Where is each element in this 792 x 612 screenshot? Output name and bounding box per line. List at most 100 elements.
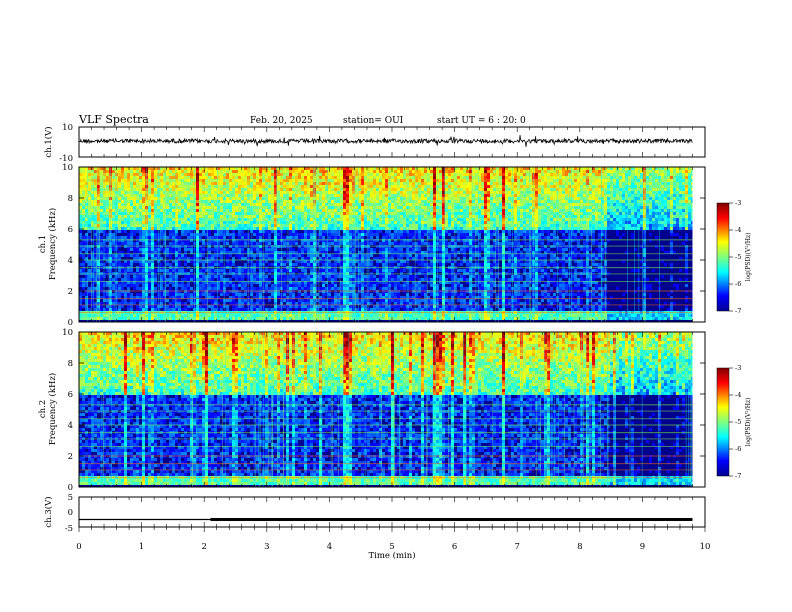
spectrogram-cell xyxy=(82,299,85,302)
spectrogram-cell xyxy=(355,284,358,287)
spectrogram-cell xyxy=(229,281,232,284)
spectrogram-cell xyxy=(253,245,256,248)
spectrogram-cell xyxy=(94,194,97,197)
spectrogram-cell xyxy=(247,308,250,311)
spectrogram-cell xyxy=(256,299,259,302)
spectrogram-cell xyxy=(112,305,115,308)
spectrogram-cell xyxy=(97,197,100,200)
spectrogram-cell xyxy=(106,197,109,200)
spectrogram-cell xyxy=(343,170,346,173)
spectrogram-cell xyxy=(178,245,181,248)
spectrogram-cell xyxy=(358,167,361,170)
spectrogram-cell xyxy=(373,305,376,308)
spectrogram-cell xyxy=(310,278,313,281)
spectrogram-cell xyxy=(253,248,256,251)
spectrogram-cell xyxy=(274,230,277,233)
spectrogram-cell xyxy=(139,317,142,320)
spectrogram-cell xyxy=(370,182,373,185)
spectrogram-cell xyxy=(172,215,175,218)
spectrogram-cell xyxy=(331,170,334,173)
spectrogram-cell xyxy=(289,203,292,206)
spectrogram-cell xyxy=(322,176,325,179)
spectrogram-cell xyxy=(88,197,91,200)
spectrogram-cell xyxy=(394,245,397,248)
spectrogram-cell xyxy=(196,287,199,290)
spectrogram-cell xyxy=(172,206,175,209)
spectrogram-cell xyxy=(340,308,343,311)
spectrogram-cell xyxy=(337,251,340,254)
spectrogram-cell xyxy=(190,269,193,272)
spectrogram-cell xyxy=(94,269,97,272)
spectrogram-cell xyxy=(295,203,298,206)
spectrogram-cell xyxy=(163,224,166,227)
spectrogram-cell xyxy=(232,284,235,287)
spectrogram-cell xyxy=(121,242,124,245)
spectrogram-cell xyxy=(379,209,382,212)
spectrogram-cell xyxy=(286,314,289,317)
spectrogram-cell xyxy=(277,200,280,203)
spectrogram-cell xyxy=(97,188,100,191)
spectrogram-cell xyxy=(292,179,295,182)
spectrogram-cell xyxy=(394,242,397,245)
spectrogram-cell xyxy=(133,260,136,263)
spectrogram-cell xyxy=(136,200,139,203)
spectrogram-cell xyxy=(220,278,223,281)
spectrogram-cell xyxy=(136,242,139,245)
spectrogram-cell xyxy=(247,302,250,305)
spectrogram-cell xyxy=(175,242,178,245)
spectrogram-cell xyxy=(190,272,193,275)
spectrogram-cell xyxy=(277,242,280,245)
spectrogram-cell xyxy=(85,272,88,275)
spectrogram-cell xyxy=(301,182,304,185)
spectrogram-cell xyxy=(388,236,391,239)
spectrogram-cell xyxy=(130,173,133,176)
spectrogram-cell xyxy=(370,185,373,188)
spectrogram-cell xyxy=(238,317,241,320)
spectrogram-cell xyxy=(133,170,136,173)
spectrogram-cell xyxy=(82,170,85,173)
spectrogram-cell xyxy=(130,176,133,179)
spectrogram-cell xyxy=(265,215,268,218)
spectrogram-cell xyxy=(127,200,130,203)
spectrogram-cell xyxy=(142,296,145,299)
spectrogram-cell xyxy=(220,218,223,221)
spectrogram-cell xyxy=(337,272,340,275)
spectrogram-cell xyxy=(226,191,229,194)
spectrogram-cell xyxy=(292,224,295,227)
spectrogram-cell xyxy=(184,272,187,275)
spectrogram-cell xyxy=(292,317,295,320)
spectrogram-cell xyxy=(172,242,175,245)
spectrogram-cell xyxy=(268,203,271,206)
spectrogram-cell xyxy=(376,302,379,305)
spectrogram-cell xyxy=(214,179,217,182)
spectrogram-cell xyxy=(196,221,199,224)
spectrogram-cell xyxy=(256,227,259,230)
spectrogram-cell xyxy=(364,197,367,200)
spectrogram-cell xyxy=(385,191,388,194)
spectrogram-cell xyxy=(142,290,145,293)
spectrogram-cell xyxy=(367,170,370,173)
spectrogram-cell xyxy=(175,176,178,179)
spectrogram-cell xyxy=(127,287,130,290)
spectrogram-cell xyxy=(388,278,391,281)
spectrogram-cell xyxy=(214,251,217,254)
spectrogram-cell xyxy=(391,173,394,176)
spectrogram-cell xyxy=(139,215,142,218)
spectrogram-cell xyxy=(217,308,220,311)
spectrogram-cell xyxy=(106,260,109,263)
spectrogram-cell xyxy=(394,260,397,263)
spectrogram-cell xyxy=(85,290,88,293)
spectrogram-cell xyxy=(97,221,100,224)
spectrogram-cell xyxy=(97,317,100,320)
spectrogram-cell xyxy=(298,179,301,182)
spectrogram-cell xyxy=(226,248,229,251)
spectrogram-cell xyxy=(79,170,82,173)
spectrogram-cell xyxy=(151,275,154,278)
spectrogram-cell xyxy=(91,167,94,170)
spectrogram-cell xyxy=(250,206,253,209)
spectrogram-cell xyxy=(181,233,184,236)
spectrogram-cell xyxy=(103,293,106,296)
spectrogram-cell xyxy=(178,317,181,320)
spectrogram-cell xyxy=(286,251,289,254)
spectrogram-cell xyxy=(274,269,277,272)
